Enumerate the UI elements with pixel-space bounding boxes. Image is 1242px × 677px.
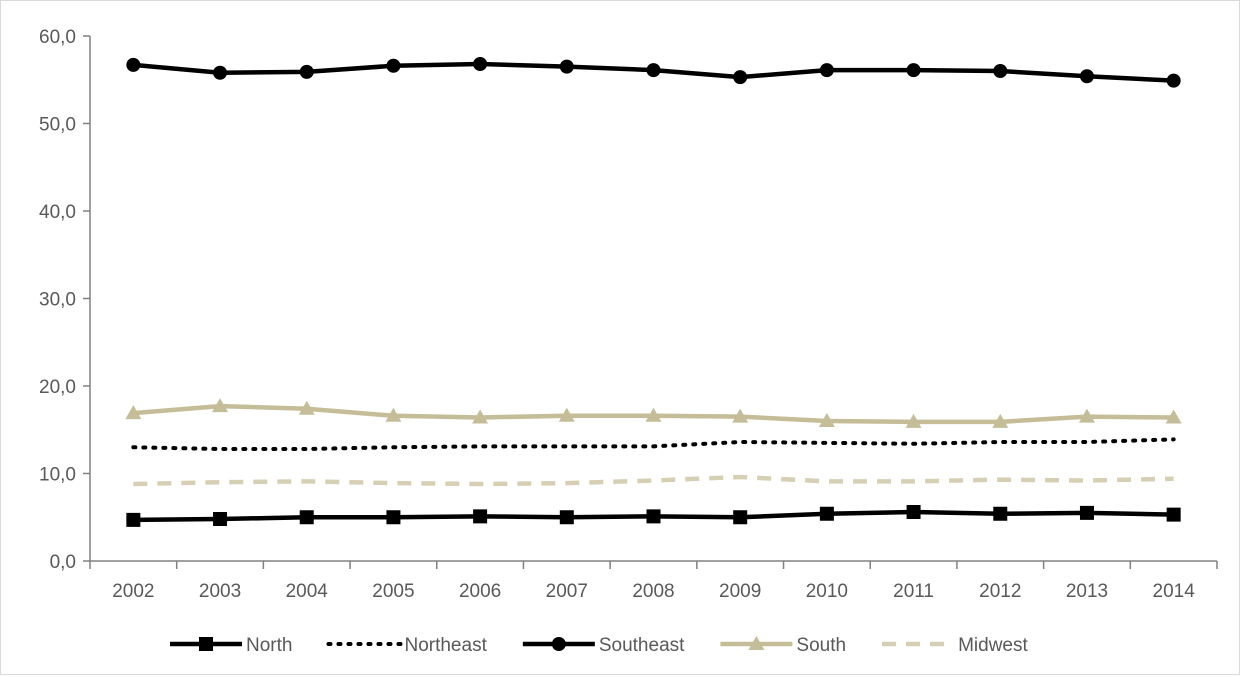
legend-marker-north [199, 637, 213, 651]
x-tick-label: 2002 [112, 581, 154, 602]
x-tick-label: 2004 [286, 581, 329, 602]
data-point-south [732, 408, 749, 423]
y-tick-label: 60,0 [39, 27, 76, 48]
data-point-south [298, 400, 315, 415]
data-point-southeast [733, 70, 748, 85]
legend-marker-southeast [551, 637, 566, 651]
legend-label-south: South [796, 635, 846, 656]
data-point-north [126, 512, 141, 527]
series-line-northeast [131, 437, 1176, 451]
data-point-south [558, 407, 575, 422]
data-point-north [646, 509, 661, 524]
x-tick-label: 2003 [199, 581, 241, 602]
data-point-north [386, 510, 401, 525]
x-tick-label: 2014 [1153, 581, 1196, 602]
data-point-south [212, 398, 229, 413]
data-point-north [213, 512, 228, 526]
data-point-southeast [993, 64, 1008, 78]
data-point-north [559, 510, 574, 525]
data-point-southeast [559, 59, 574, 74]
x-tick-label: 2006 [459, 581, 501, 602]
legend-label-northeast: Northeast [404, 635, 487, 656]
data-point-south [125, 405, 142, 420]
data-point-north [299, 510, 314, 525]
data-point-south [992, 413, 1009, 428]
y-tick-label: 10,0 [39, 465, 76, 486]
series-line-midwest [133, 474, 1174, 487]
data-point-north [993, 506, 1008, 521]
data-point-south [385, 407, 402, 422]
x-tick-label: 2007 [546, 581, 588, 602]
data-point-southeast [646, 63, 661, 78]
series-southeast [126, 57, 1181, 88]
data-point-southeast [906, 63, 921, 78]
legend-item-southeast: Southeast [522, 635, 685, 656]
data-point-north [733, 510, 748, 525]
data-point-southeast [1166, 73, 1181, 88]
data-point-north [1079, 505, 1094, 520]
series-south [125, 398, 1182, 428]
data-point-south [905, 413, 922, 428]
data-point-southeast [1079, 69, 1094, 84]
data-point-south [818, 413, 835, 427]
x-tick-label: 2011 [893, 581, 934, 602]
data-point-southeast [473, 57, 488, 71]
legend-item-north: North [170, 635, 292, 656]
y-tick-label: 0,0 [50, 552, 76, 573]
legend: North Northeast Southeast South Midwest [170, 635, 1028, 656]
series-group [125, 57, 1182, 527]
data-point-north [819, 506, 834, 521]
data-point-southeast [126, 57, 141, 72]
data-point-southeast [386, 58, 401, 73]
legend-label-midwest: Midwest [958, 635, 1028, 656]
x-tick-label: 2010 [806, 581, 848, 602]
legend-label-north: North [246, 635, 292, 656]
data-point-north [1166, 507, 1181, 522]
data-point-south [472, 409, 489, 424]
legend-label-southeast: Southeast [599, 635, 685, 656]
data-point-southeast [819, 63, 834, 78]
data-point-southeast [299, 64, 314, 79]
data-point-southeast [213, 65, 228, 80]
data-point-south [645, 407, 662, 422]
legend-marker-south [748, 636, 765, 650]
data-point-south [1165, 409, 1182, 424]
y-tick-label: 30,0 [39, 290, 76, 311]
legend-item-northeast: Northeast [326, 635, 488, 656]
legend-item-south: South [720, 635, 846, 656]
x-tick-label: 2008 [632, 581, 674, 602]
data-point-south [1078, 408, 1095, 423]
data-point-north [906, 505, 921, 519]
series-northeast [131, 437, 1176, 451]
y-tick-label: 20,0 [39, 377, 76, 398]
x-tick-label: 2012 [979, 581, 1021, 602]
x-tick-label: 2009 [719, 581, 761, 602]
y-tick-label: 50,0 [39, 115, 76, 136]
axes: 0,0 10,0 20,0 30,0 40,0 50,0 60,0 2002 2003 2004 2… [39, 27, 1218, 602]
series-midwest [133, 474, 1174, 487]
x-tick-label: 2013 [1066, 581, 1108, 602]
y-tick-label: 40,0 [39, 202, 76, 223]
series-north [126, 505, 1181, 527]
legend-item-midwest: Midwest [882, 635, 1028, 656]
data-point-north [473, 509, 488, 524]
x-tick-label: 2005 [372, 581, 414, 602]
